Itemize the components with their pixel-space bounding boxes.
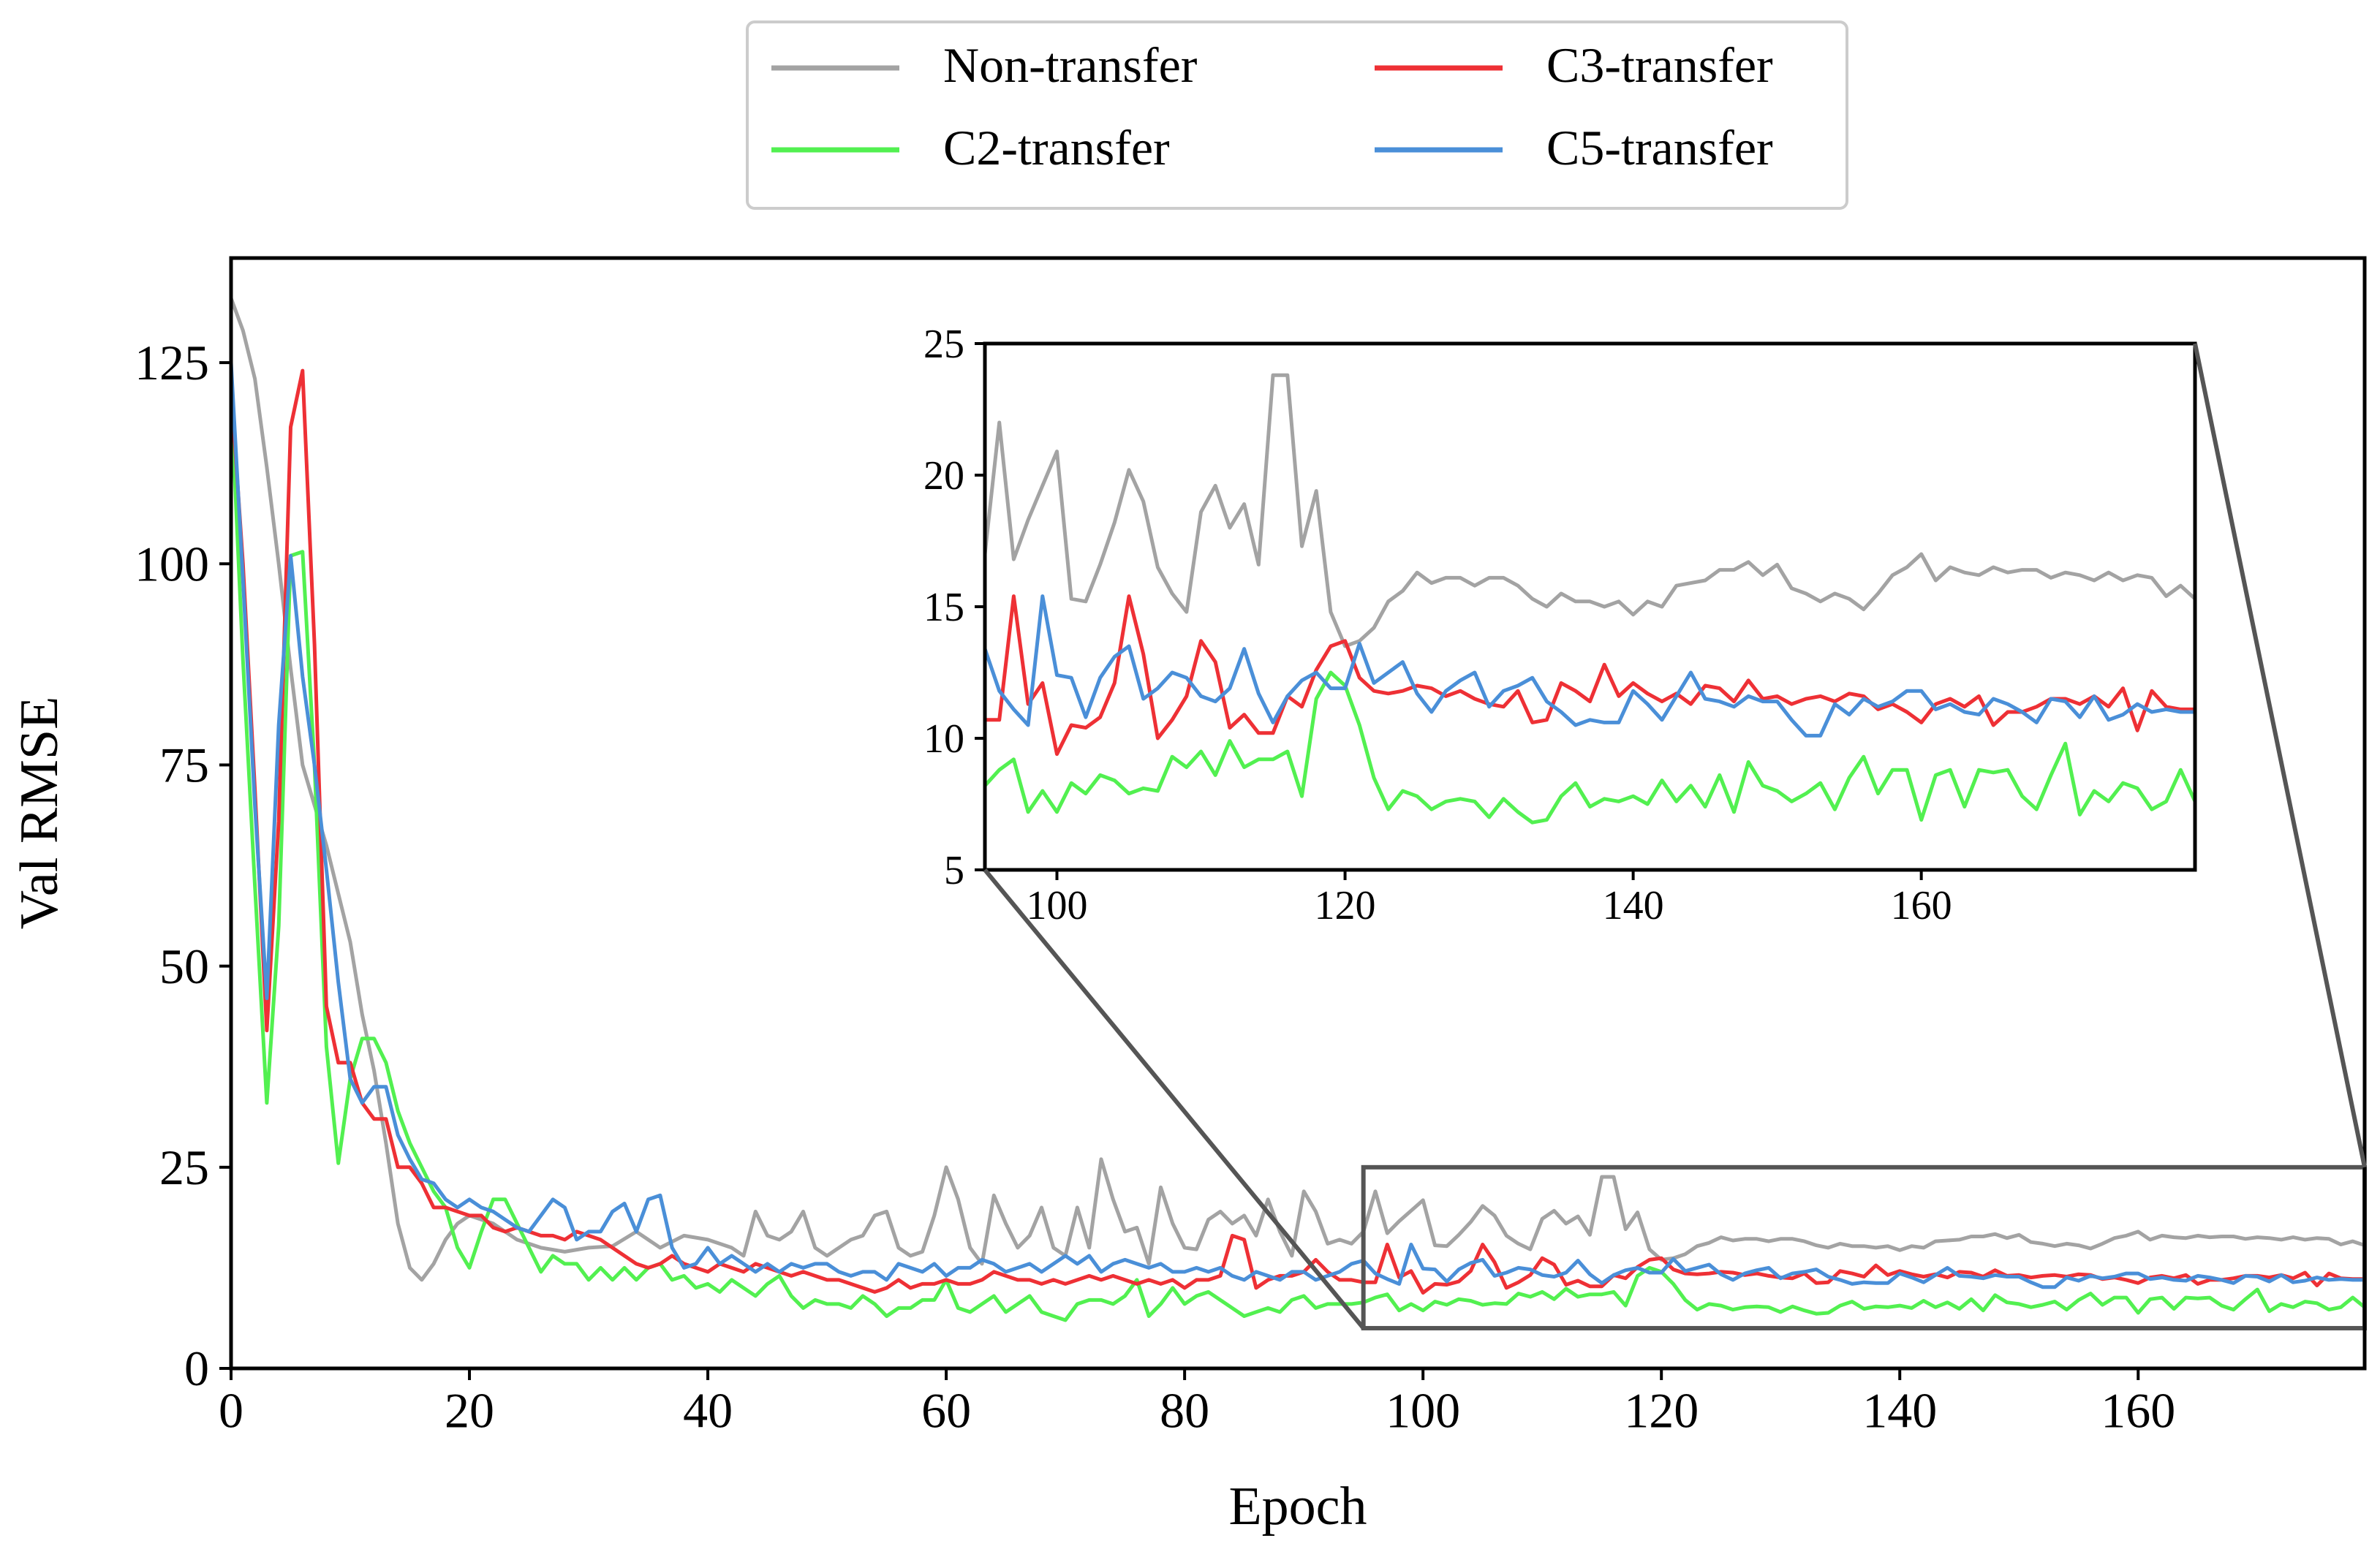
main-y-tick-label: 100 [135,536,209,591]
main-y-ticks: 0 25 50 75 100 125 [135,335,231,1396]
main-x-tick-label: 40 [683,1383,733,1439]
inset-line-non-transfer [985,373,2195,648]
main-x-tick-label: 160 [2101,1383,2175,1439]
main-line-c2-transfer [231,393,2365,1322]
inset-x-tick-label: 100 [1027,883,1088,928]
inset-line-c5-transfer [985,594,2195,738]
main-y-tick-label: 75 [159,738,209,793]
legend: Non-transfer C2-transfer C3-transfer C5-… [746,20,1848,210]
main-x-tick-label: 80 [1160,1383,1209,1439]
inset-y-tick-label: 20 [923,453,964,499]
inset-y-ticks: 5 10 15 20 25 [923,322,985,893]
main-x-tick-label: 0 [219,1383,243,1439]
inset-y-tick-label: 25 [923,322,964,367]
zoom-connector-right [2193,343,2367,1168]
x-axis-label: Epoch [1228,1477,1367,1537]
main-axes-frame [229,256,2367,1371]
inset-y-tick-label: 10 [923,716,964,762]
legend-label-c3-transfer: C3-transfer [1546,37,1773,93]
inset-x-tick-label: 120 [1315,883,1376,928]
main-y-tick-label: 125 [135,335,209,390]
legend-label-non-transfer: Non-transfer [943,37,1198,93]
inset-x-tick-label: 140 [1603,883,1664,928]
legend-frame [746,20,1848,210]
main-line-c5-transfer [231,360,2365,1289]
inset-x-ticks: 100 120 140 160 [1027,870,1952,928]
main-plot-series [231,296,2365,1322]
inset-line-c3-transfer [985,594,2195,757]
inset-y-tick-label: 5 [944,848,964,893]
main-x-tick-label: 20 [445,1383,494,1439]
inset-x-tick-label: 160 [1891,883,1952,928]
legend-label-c2-transfer: C2-transfer [943,120,1170,175]
inset-y-tick-label: 15 [923,585,964,630]
main-x-tick-label: 120 [1624,1383,1699,1439]
main-y-tick-label: 50 [159,939,209,994]
main-x-ticks: 0 20 40 60 80 100 120 140 160 [219,1368,2175,1439]
main-line-non-transfer [231,296,2365,1282]
main-x-tick-label: 140 [1862,1383,1937,1439]
main-x-tick-label: 60 [921,1383,971,1439]
main-y-tick-label: 0 [184,1341,209,1396]
inset-plot-series [985,373,2195,825]
zoom-connector-left [983,868,1365,1330]
y-axis-label: Val RMSE [10,697,69,930]
main-x-tick-label: 100 [1386,1383,1460,1439]
inset-line-c2-transfer [985,670,2195,825]
inset-background [985,344,2195,870]
legend-label-c5-transfer: C5-transfer [1546,120,1773,175]
main-y-tick-label: 25 [159,1140,209,1195]
